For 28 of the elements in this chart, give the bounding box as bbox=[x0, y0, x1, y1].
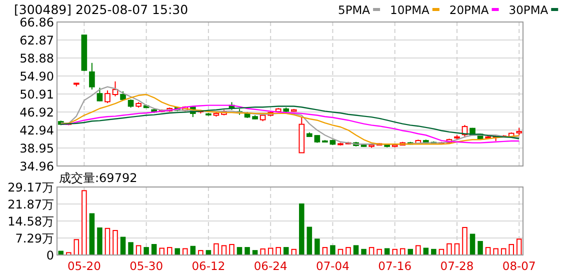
y-tick-label: 7.29万 bbox=[15, 232, 54, 246]
x-tick-label: 07-16 bbox=[378, 259, 412, 273]
text: 成交量:69792 bbox=[59, 171, 138, 185]
y-tick-label: 0 bbox=[46, 248, 54, 262]
x-tick-label: 05-20 bbox=[67, 259, 101, 273]
y-tick-label: 46.92 bbox=[20, 106, 54, 120]
x-tick-label: 07-28 bbox=[440, 259, 474, 273]
y-tick-label: 38.95 bbox=[20, 141, 54, 156]
y-tick-label: 58.88 bbox=[20, 52, 54, 66]
y-tick-label: 66.86 bbox=[20, 16, 54, 30]
y-tick-label: 54.90 bbox=[20, 69, 54, 84]
y-tick-label: 50.91 bbox=[20, 88, 54, 102]
chart-title: [300489] 2025-08-07 15:30 bbox=[14, 2, 188, 17]
x-tick-label: 07-04 bbox=[316, 259, 350, 273]
y-tick-label: 34.96 bbox=[20, 160, 54, 174]
legend-label: 30PMA bbox=[508, 3, 548, 17]
x-tick-label: 06-24 bbox=[254, 259, 288, 273]
legend-label: 5PMA bbox=[338, 3, 370, 17]
x-tick-label: 05-30 bbox=[130, 259, 164, 273]
legend-label: 20PMA bbox=[449, 3, 489, 17]
y-tick-label: 42.94 bbox=[20, 123, 54, 138]
y-tick-label: 29.17万 bbox=[8, 180, 54, 194]
x-tick-label: 06-12 bbox=[192, 259, 226, 273]
y-tick-label: 21.87万 bbox=[8, 198, 54, 212]
y-tick-label: 62.87 bbox=[20, 34, 54, 48]
x-tick-label: 08-07 bbox=[502, 259, 536, 273]
legend-label: 10PMA bbox=[390, 3, 430, 17]
y-tick-label: 14.58万 bbox=[8, 214, 54, 229]
